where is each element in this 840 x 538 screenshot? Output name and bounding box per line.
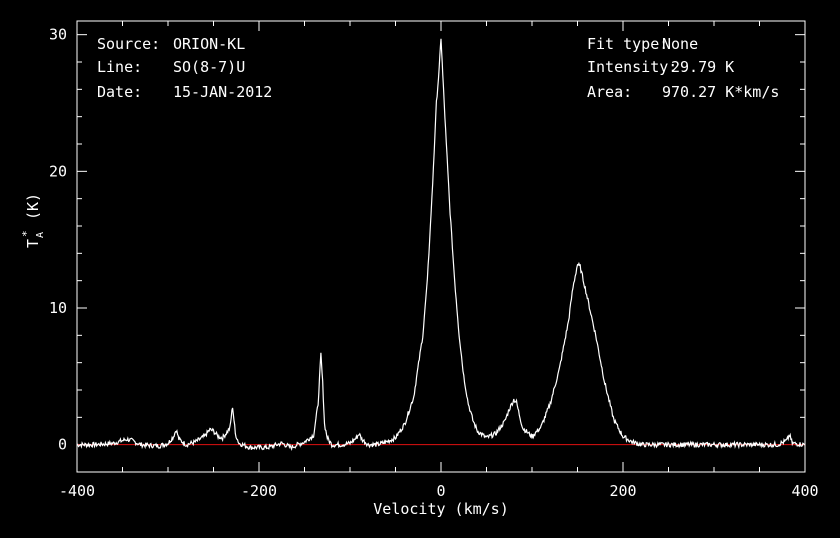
y-axis-label-subscript: A: [35, 232, 46, 238]
spectrum-line: [76, 38, 806, 452]
intensity-value: 29.79 K: [671, 58, 734, 76]
tick-labels: -400 -200 0 200 400 0 10 20 30: [49, 26, 819, 500]
x-tick-label: -400: [59, 482, 95, 500]
x-tick-label: 400: [791, 482, 818, 500]
axis-ticks: [76, 21, 806, 472]
x-tick-label: -200: [241, 482, 277, 500]
y-tick-label: 10: [49, 299, 67, 317]
x-tick-label: 200: [609, 482, 636, 500]
y-tick-label: 0: [58, 436, 67, 454]
source-value: ORION-KL: [173, 35, 245, 53]
area-value: 970.27 K*km/s: [662, 83, 779, 101]
date-label: Date:: [97, 83, 142, 101]
line-label: Line:: [97, 58, 142, 76]
y-tick-label: 20: [49, 162, 67, 180]
y-axis-label-superscript: *: [20, 230, 33, 237]
y-axis-label: T A * (K): [20, 193, 46, 248]
y-tick-label: 30: [49, 26, 67, 44]
y-axis-label-main: T: [24, 239, 42, 248]
source-label: Source:: [97, 35, 160, 53]
x-tick-label: 0: [436, 482, 445, 500]
area-label: Area:: [587, 83, 632, 101]
date-value: 15-JAN-2012: [173, 83, 272, 101]
x-axis-label: Velocity (km/s): [373, 500, 508, 518]
intensity-label: Intensity:: [587, 58, 677, 76]
fit-type-value: None: [662, 35, 698, 53]
fit-type-label: Fit type:: [587, 35, 668, 53]
y-axis-label-unit: (K): [24, 193, 42, 220]
line-value: SO(8-7)U: [173, 58, 245, 76]
